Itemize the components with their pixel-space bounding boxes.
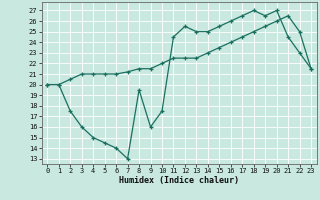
X-axis label: Humidex (Indice chaleur): Humidex (Indice chaleur) xyxy=(119,176,239,185)
